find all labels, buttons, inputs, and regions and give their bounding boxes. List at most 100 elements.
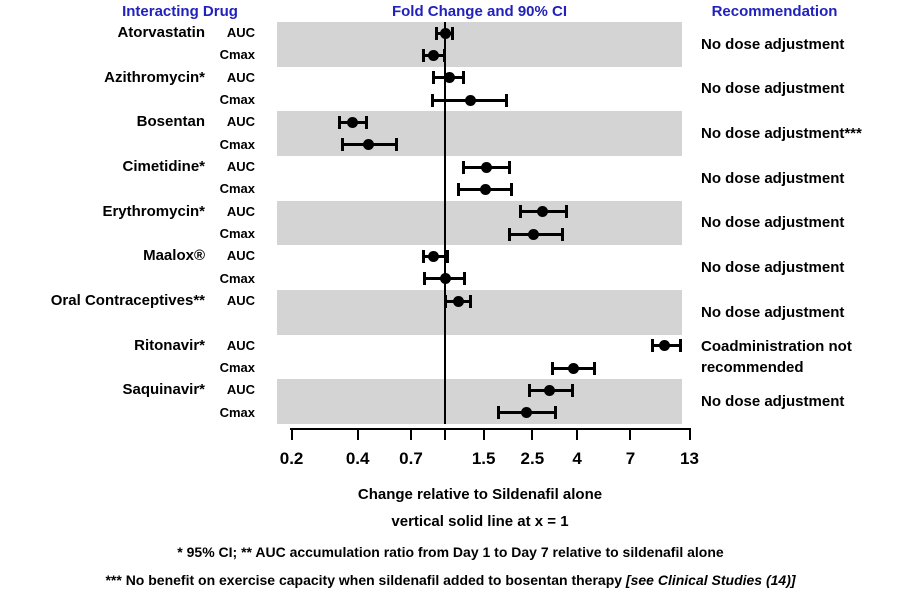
ci-cap-low (551, 361, 555, 375)
ci-cap-low (497, 406, 501, 420)
ci-cap-high (554, 406, 558, 420)
metric-label-bosentan-cmax: Cmax (219, 136, 255, 152)
ci-cap-high (507, 160, 511, 174)
recommendation-cimetidine: No dose adjustment (701, 169, 845, 187)
ci-cap-low (337, 116, 341, 129)
point-marker-saquinavir-auc (544, 385, 556, 396)
metric-label-maalox-auc: AUC (226, 248, 255, 264)
metric-label-bosentan-auc: AUC (226, 114, 255, 130)
x-axis-line (290, 428, 690, 430)
row-shading-band (277, 156, 682, 201)
recommendation-ritonavir: Coadministration not recommended (701, 337, 852, 376)
x-axis-tick (629, 428, 632, 440)
point-marker-ritonavir-auc (659, 340, 670, 352)
footnote-ci-accumulation: * 95% CI; ** AUC accumulation ratio from… (177, 544, 724, 560)
row-shading-band (277, 245, 682, 290)
point-marker-bosentan-auc (347, 117, 359, 128)
drug-label-maalox: Maalox® (143, 247, 205, 265)
point-marker-ritonavir-cmax (568, 362, 579, 374)
point-marker-azithromycin-auc (444, 72, 456, 84)
point-marker-cimetidine-cmax (480, 184, 492, 195)
recommendation-erythromycin: No dose adjustment (701, 214, 845, 232)
point-marker-cimetidine-auc (481, 161, 493, 173)
ci-cap-high (462, 71, 466, 85)
point-marker-atorvastatin-cmax (428, 50, 440, 61)
footnote-bosentan: *** No benefit on exercise capacity when… (0, 572, 901, 588)
ci-cap-low (340, 138, 344, 152)
metric-label-atorvastatin-cmax: Cmax (219, 47, 255, 63)
row-shading-band (277, 22, 682, 67)
x-axis-tick (356, 428, 359, 440)
x-tick-label-4: 4 (572, 449, 582, 468)
column-header-recommendation: Recommendation (711, 3, 838, 20)
ci-cap-high (570, 384, 574, 397)
row-shading-band (277, 66, 682, 112)
metric-label-cimetidine-auc: AUC (226, 159, 255, 174)
point-marker-bosentan-cmax (363, 139, 375, 151)
x-tick-label-7: 7 (625, 449, 636, 468)
metric-label-ritonavir-auc: AUC (226, 337, 255, 353)
row-shading-band (277, 111, 682, 156)
x-axis-tick (290, 428, 293, 440)
ci-cap-low (462, 160, 466, 174)
recommendation-bosentan: No dose adjustment*** (701, 125, 862, 143)
row-shading-band (277, 379, 682, 424)
reference-line-caption: vertical solid line at x = 1 (391, 513, 569, 530)
x-axis-title: Change relative to Sildenafil alone (357, 486, 603, 503)
ci-cap-high (446, 250, 450, 263)
x-axis-tick (409, 428, 412, 440)
ci-cap-high (593, 361, 597, 375)
ci-cap-high (564, 205, 568, 219)
metric-label-atorvastatin-auc: AUC (226, 25, 255, 40)
x-tick-label-0.2: 0.2 (279, 449, 304, 468)
footnote-bosentan-reference: [see Clinical Studies (14)] (625, 572, 796, 588)
ci-cap-low (432, 71, 436, 85)
metric-label-erythromycin-auc: AUC (226, 203, 255, 219)
metric-label-cimetidine-cmax: Cmax (219, 181, 255, 197)
metric-label-azithromycin-cmax: Cmax (219, 92, 255, 107)
metric-label-maalox-cmax: Cmax (219, 270, 255, 286)
x-tick-label-1.5: 1.5 (471, 449, 496, 468)
recommendation-maalox: No dose adjustment (701, 259, 845, 277)
ci-cap-low (443, 294, 447, 308)
metric-label-erythromycin-cmax: Cmax (219, 226, 255, 241)
x-axis-tick (482, 428, 485, 440)
row-shading-band (277, 290, 682, 335)
point-marker-azithromycin-cmax (464, 94, 476, 106)
point-marker-atorvastatin-auc (439, 27, 451, 39)
ci-cap-high (504, 93, 508, 107)
x-axis-tick (688, 428, 691, 440)
point-marker-saquinavir-cmax (520, 407, 532, 419)
drug-label-bosentan: Bosentan (136, 113, 205, 131)
metric-label-azithromycin-auc: AUC (226, 69, 255, 85)
ci-cap-high (450, 26, 454, 40)
x-tick-label-0.4: 0.4 (345, 449, 370, 468)
drug-label-oral-contraceptives: Oral Contraceptives** (50, 292, 205, 309)
ci-cap-high (365, 116, 369, 129)
ci-cap-high (469, 294, 473, 308)
ci-cap-low (423, 272, 427, 286)
point-marker-erythromycin-cmax (528, 228, 540, 240)
ci-cap-low (456, 183, 460, 196)
ci-cap-high (560, 227, 564, 241)
point-marker-maalox-cmax (439, 273, 451, 285)
drug-label-ritonavir: Ritonavir* (134, 336, 205, 354)
drug-label-atorvastatin: Atorvastatin (117, 24, 205, 41)
metric-label-oral-contraceptives-auc: AUC (226, 293, 255, 308)
ci-cap-high (463, 272, 467, 286)
footnote-bosentan-text: *** No benefit on exercise capacity when… (105, 572, 626, 588)
metric-label-saquinavir-auc: AUC (226, 382, 255, 398)
x-tick-label-13: 13 (680, 449, 699, 468)
ci-cap-high (678, 339, 682, 353)
ci-cap-low (518, 205, 522, 219)
ci-cap-high (394, 138, 398, 152)
ci-cap-low (508, 227, 512, 241)
ci-cap-low (528, 384, 532, 397)
recommendation-saquinavir: No dose adjustment (701, 393, 845, 411)
ci-cap-low (422, 250, 426, 263)
drug-label-saquinavir: Saquinavir* (122, 381, 205, 399)
drug-label-erythromycin: Erythromycin* (102, 202, 205, 220)
drug-label-cimetidine: Cimetidine* (122, 158, 205, 175)
x-axis-tick (576, 428, 579, 440)
